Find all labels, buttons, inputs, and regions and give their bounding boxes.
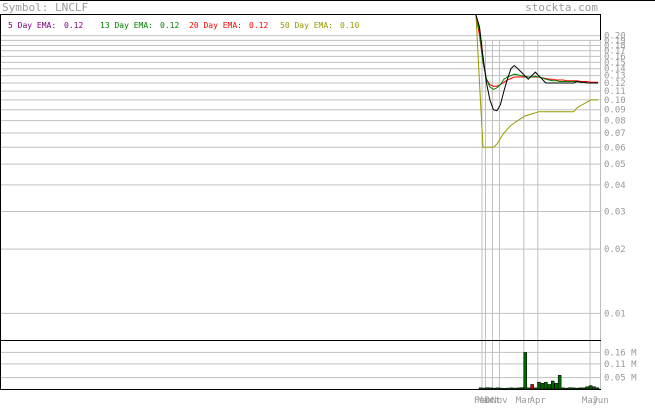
- volume-bar: [564, 387, 569, 390]
- price-panel-frame: [0, 14, 601, 341]
- price-y-tick-label: 0.14: [604, 65, 626, 75]
- price-y-tick-label: 0.01: [604, 309, 626, 319]
- volume-bar: [547, 384, 552, 390]
- date-tick-label: Apr: [530, 396, 547, 406]
- volume-bars: [1, 351, 600, 390]
- legend-ema20-label: 20 Day EMA:: [189, 21, 242, 30]
- volume-bar: [495, 387, 500, 390]
- date-gridlines: [481, 40, 602, 389]
- volume-bar: [571, 387, 576, 390]
- date-tick-label: Oct: [484, 396, 500, 406]
- volume-panel-frame: [0, 340, 601, 390]
- legend-ema5-label: 5 Day EMA:: [8, 21, 56, 30]
- volume-bar: [588, 385, 593, 390]
- volume-bar: [568, 387, 572, 390]
- volume-bar: [513, 387, 517, 390]
- volume-bar: [575, 387, 579, 390]
- volume-bar: [554, 383, 558, 390]
- price-y-tick-label: 0.12: [604, 79, 626, 89]
- symbol-label: Symbol: LNCLF: [2, 1, 88, 14]
- date-tick-label: Feb: [474, 396, 490, 406]
- volume-y-tick-label: 0.05 M: [604, 374, 637, 384]
- volume-bar: [499, 387, 503, 390]
- price-y-tick-label: 0.11: [604, 87, 626, 97]
- volume-bar: [523, 352, 527, 390]
- price-gridlines: [1, 35, 600, 314]
- volume-bar: [502, 388, 507, 390]
- legend-ema20-value: 0.12: [249, 21, 268, 30]
- date-tick-label: Nov: [491, 396, 507, 406]
- volume-bar: [533, 387, 538, 390]
- volume-bar: [485, 387, 490, 390]
- volume-bar: [492, 387, 497, 390]
- date-tick-label: Mar: [516, 396, 533, 406]
- legend-ema50-label: 50 Day EMA:: [280, 21, 333, 30]
- price-y-tick-label: 0.05: [604, 160, 626, 170]
- volume-bar: [509, 387, 514, 390]
- price-y-tick-label: 0.02: [604, 245, 626, 255]
- volume-bar: [540, 383, 545, 390]
- volume-y-tick-label: 0.16 M: [604, 348, 637, 358]
- volume-bar: [520, 387, 524, 390]
- ema-series: [475, 14, 598, 148]
- volume-y-axis: 0.16 M 0.11 M 0.05 M: [604, 348, 637, 383]
- date-tick-label: Jun: [592, 396, 608, 406]
- price-y-tick-label: 0.09: [604, 106, 626, 116]
- price-y-tick-label: 0.15: [604, 58, 626, 68]
- volume-bar: [482, 387, 486, 390]
- volume-bar: [561, 387, 565, 390]
- price-y-tick-label: 0.08: [604, 117, 626, 127]
- volume-y-tick-label: 0.11 M: [604, 360, 637, 370]
- volume-bar: [578, 387, 583, 390]
- volume-bar: [592, 386, 596, 390]
- price-y-tick-label: 0.20: [604, 32, 626, 42]
- volume-bar: [551, 380, 555, 390]
- price-y-tick-label: 0.18: [604, 41, 626, 51]
- date-tick-label: May: [582, 396, 599, 406]
- price-y-tick-label: 0.07: [604, 129, 626, 139]
- price-y-tick-label: 0.17: [604, 47, 626, 57]
- volume-bar: [526, 387, 531, 390]
- price-y-tick-label: 0.10: [604, 96, 626, 106]
- volume-bar: [585, 386, 589, 390]
- volume-bar: [557, 375, 562, 390]
- price-y-tick-label: 0.16: [604, 52, 626, 62]
- date-tick-label: Mar: [477, 396, 494, 406]
- price-y-axis: 0.200.190.180.170.160.150.140.130.120.11…: [604, 32, 626, 320]
- legend-ema5-value: 0.12: [64, 21, 83, 30]
- volume-bar: [530, 384, 534, 390]
- legend-ema13-label: 13 Day EMA:: [100, 21, 153, 30]
- price-y-tick-label: 0.19: [604, 36, 626, 46]
- legend: 5 Day EMA: 0.12 13 Day EMA: 0.12 20 Day …: [8, 21, 359, 30]
- volume-bar: [506, 387, 510, 390]
- legend-ema13-value: 0.12: [160, 21, 179, 30]
- ema5-line: [475, 14, 598, 112]
- price-y-tick-label: 0.04: [604, 181, 626, 191]
- volume-bar: [516, 387, 521, 390]
- ema50-line: [475, 14, 598, 148]
- volume-bar: [478, 387, 483, 390]
- volume-bar: [489, 387, 493, 390]
- watermark: stockta.com: [525, 1, 598, 14]
- volume-bar: [537, 381, 541, 390]
- price-y-tick-label: 0.06: [604, 143, 626, 153]
- volume-bar: [544, 381, 548, 390]
- price-y-tick-label: 0.13: [604, 72, 626, 82]
- legend-ema50-value: 0.10: [340, 21, 359, 30]
- price-y-tick-label: 0.03: [604, 208, 626, 218]
- volume-bar: [595, 387, 600, 390]
- volume-bar: [581, 387, 586, 390]
